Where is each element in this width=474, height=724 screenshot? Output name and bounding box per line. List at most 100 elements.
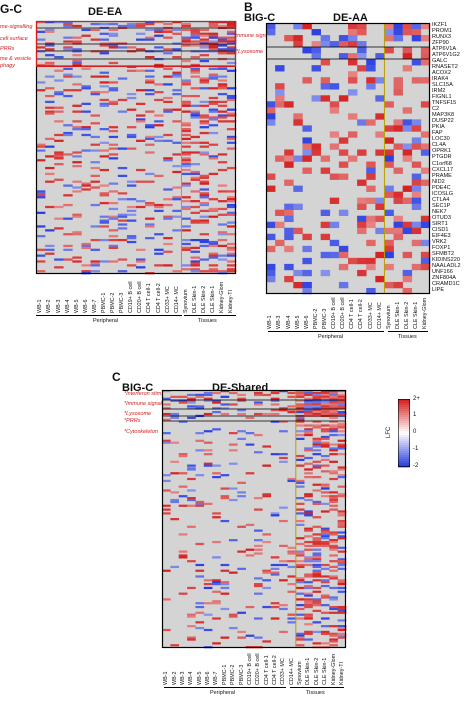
heatmap-cell <box>208 87 219 90</box>
heatmap-cell <box>217 114 228 117</box>
heatmap-cell <box>226 108 237 111</box>
heatmap-cell <box>162 432 171 435</box>
heatmap-cell <box>295 542 305 546</box>
heatmap-cell <box>384 191 394 198</box>
heatmap-cell <box>190 172 200 176</box>
panel-c-peripheral-bracket <box>164 687 286 688</box>
heatmap-cell <box>254 617 263 620</box>
heatmap-cell <box>320 529 330 532</box>
heatmap-cell <box>108 147 119 150</box>
heatmap-cell <box>320 575 330 578</box>
heatmap-cell <box>178 395 188 398</box>
x-tick-label: WB-1 <box>37 299 44 313</box>
heatmap-cell <box>208 108 219 111</box>
heatmap-cell <box>126 180 137 183</box>
heatmap-cell <box>312 502 322 505</box>
heatmap-cell <box>199 34 210 37</box>
heatmap-cell <box>226 270 237 273</box>
heatmap-cell <box>312 409 322 412</box>
heatmap-cell <box>357 257 367 265</box>
heatmap-a <box>35 20 237 275</box>
heatmap-cell <box>195 542 205 546</box>
heatmap-cell <box>357 203 367 210</box>
heatmap-cell <box>375 203 385 210</box>
heatmap-cell <box>293 155 303 162</box>
heatmap-cell <box>402 65 413 72</box>
heatmap-cell <box>337 521 347 525</box>
heatmap-cell <box>304 602 313 605</box>
gene-label: SFMBT2 <box>432 250 455 257</box>
heatmap-cell <box>170 491 180 494</box>
heatmap-cell <box>154 46 164 49</box>
x-tick-label: CD4 T cell-1 <box>263 655 270 685</box>
heatmap-cell <box>195 502 205 505</box>
heatmap-b <box>265 22 431 295</box>
heatmap-cell <box>181 225 191 228</box>
heatmap-cell <box>384 263 394 271</box>
heatmap-cell <box>270 391 280 395</box>
heatmap-cell <box>45 61 55 65</box>
heatmap-cell <box>337 531 347 534</box>
x-tick-label: CD4 T cell-1 <box>349 299 356 329</box>
heatmap-cell <box>145 203 155 207</box>
heatmap-cell <box>411 119 422 126</box>
heatmap-cell <box>203 441 213 444</box>
gene-label: CRAMD1C <box>432 280 460 287</box>
heatmap-cell <box>337 445 347 448</box>
heatmap-cell <box>304 560 313 563</box>
heatmap-cell <box>329 472 338 475</box>
heatmap-cell <box>287 395 297 398</box>
heatmap-cell <box>108 87 119 90</box>
heatmap-cell <box>199 116 210 119</box>
heatmap-cell <box>226 69 237 72</box>
heatmap-cell <box>199 182 210 185</box>
heatmap-cell <box>320 437 330 440</box>
heatmap-cell <box>117 219 128 222</box>
heatmap-cell <box>126 219 137 222</box>
heatmap-cell <box>287 546 297 549</box>
heatmap-cell <box>329 544 338 548</box>
heatmap-cell <box>393 143 403 150</box>
heatmap-cell <box>226 221 237 224</box>
heatmap-cell <box>212 407 221 410</box>
heatmap-cell <box>199 233 210 236</box>
heatmap-cell <box>145 79 155 82</box>
x-tick-label: PBMC-1 <box>101 292 107 313</box>
heatmap-cell <box>320 35 331 42</box>
heatmap-cell <box>245 634 255 637</box>
heatmap-cell <box>254 529 263 532</box>
heatmap-cell <box>304 594 313 597</box>
heatmap-cell <box>279 460 288 463</box>
heatmap-cell <box>81 242 91 246</box>
heatmap-cell <box>99 102 110 105</box>
heatmap-cell <box>254 508 263 511</box>
heatmap-cell <box>304 586 313 590</box>
heatmap-cell <box>190 256 200 259</box>
heatmap-cell <box>108 244 119 248</box>
heatmap-cell <box>178 556 188 559</box>
heatmap-cell <box>99 104 110 107</box>
heatmap-cell <box>304 623 313 626</box>
heatmap-cell <box>163 48 173 51</box>
heatmap-cell <box>136 48 146 51</box>
heatmap-cell <box>72 48 82 51</box>
heatmap-cell <box>45 252 55 255</box>
x-tick-label: CD4 T cell-2 <box>358 299 365 329</box>
heatmap-cell <box>217 190 228 193</box>
heatmap-cell <box>329 611 338 614</box>
heatmap-cell <box>228 449 238 452</box>
heatmap-cell <box>293 113 303 120</box>
heatmap-cell <box>199 81 210 84</box>
heatmap-cell <box>217 83 228 86</box>
heatmap-cell <box>203 464 213 467</box>
heatmap-cell <box>217 213 228 216</box>
heatmap-cell <box>384 281 394 289</box>
heatmap-cell <box>304 563 313 567</box>
heatmap-cell <box>108 46 119 49</box>
heatmap-cell <box>212 581 221 584</box>
heatmap-cell <box>36 194 46 197</box>
heatmap-cell <box>220 403 230 406</box>
heatmap-cell <box>178 454 188 458</box>
heatmap-cell <box>208 100 219 104</box>
heatmap-cell <box>411 179 422 186</box>
